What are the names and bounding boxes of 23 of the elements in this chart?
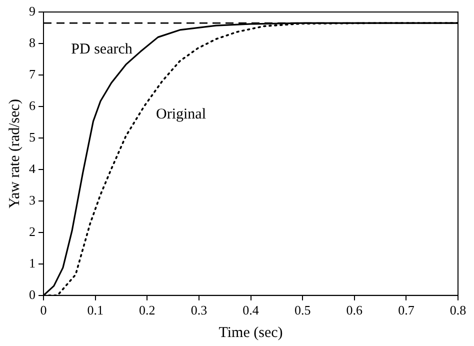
series-label: PD search [71, 42, 133, 58]
x-tick-label: 0.5 [294, 302, 311, 318]
x-tick-label: 0.4 [242, 302, 260, 318]
y-tick-label: 5 [29, 129, 36, 144]
y-tick-label: 7 [29, 66, 36, 82]
x-tick-label: 0.7 [398, 302, 415, 318]
x-tick-label: 0.1 [87, 302, 104, 318]
y-tick-label: 3 [29, 192, 36, 208]
y-tick-label: 2 [29, 224, 36, 239]
x-tick-label: 0.6 [346, 302, 363, 318]
x-tick-label: 0.3 [190, 302, 208, 318]
y-tick-label: 1 [29, 255, 36, 270]
y-tick-label: 8 [29, 34, 36, 50]
x-axis-title: Time (sec) [218, 324, 283, 341]
x-tick-label: 0.2 [139, 302, 156, 318]
x-tick-label: 0.8 [450, 302, 466, 318]
x-tick-label: 0 [40, 302, 47, 318]
y-tick-label: 4 [29, 160, 36, 176]
y-tick-label: 9 [29, 3, 36, 18]
series-label: Original [156, 106, 206, 122]
y-tick-label: 6 [29, 98, 36, 113]
y-tick-label: 0 [29, 286, 36, 302]
y-axis-title: Yaw rate (rad/sec) [6, 99, 23, 208]
